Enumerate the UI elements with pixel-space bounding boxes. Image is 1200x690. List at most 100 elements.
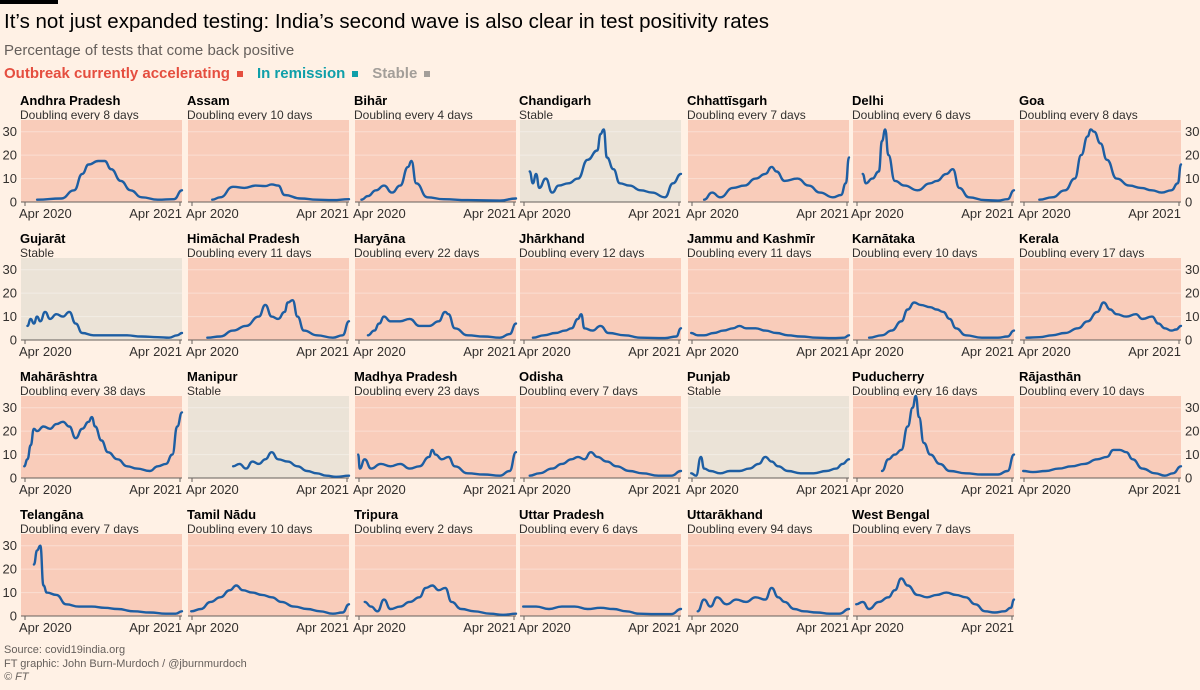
- panel-background: [355, 534, 516, 616]
- x-tick-label: Apr 2021: [961, 206, 1014, 221]
- y-tick-label: 0: [10, 609, 17, 624]
- positivity-line: [231, 451, 351, 478]
- panel-background: [520, 396, 681, 478]
- panel-background: [520, 120, 681, 202]
- credit-note: FT graphic: John Burn-Murdoch / @jburnmu…: [4, 657, 247, 670]
- x-tick-label: Apr 2021: [961, 620, 1014, 635]
- positivity-line: [702, 156, 851, 201]
- positivity-line: [35, 159, 184, 201]
- y-tick-label: 30: [3, 262, 17, 277]
- y-tick-label: 0: [1185, 195, 1192, 210]
- panel-background: [1020, 396, 1181, 478]
- panel-subtitle: Doubling every 6 days: [852, 108, 971, 122]
- panel-subtitle: Doubling every 7 days: [852, 522, 971, 536]
- panel-subtitle: Doubling every 6 days: [519, 522, 638, 536]
- x-tick-label: Apr 2020: [19, 620, 72, 635]
- y-tick-label: 20: [3, 562, 17, 577]
- x-tick-label: Apr 2021: [463, 482, 516, 497]
- panel-subtitle: Doubling every 7 days: [20, 522, 139, 536]
- x-tick-label: Apr 2020: [686, 620, 739, 635]
- positivity-line: [26, 310, 184, 339]
- panel-subtitle: Doubling every 11 days: [187, 246, 312, 260]
- x-tick-label: Apr 2020: [186, 620, 239, 635]
- positivity-line: [363, 584, 518, 616]
- panel-background: [1020, 120, 1181, 202]
- y-tick-label: 20: [3, 424, 17, 439]
- legend-item-remission: In remission: [257, 65, 359, 82]
- positivity-line: [528, 128, 683, 199]
- copyright-note: © FT: [4, 671, 29, 683]
- y-tick-label: 10: [3, 171, 17, 186]
- footer: Source: covid19india.org FT graphic: Joh…: [4, 644, 247, 685]
- panel-subtitle: Doubling every 10 days: [852, 246, 977, 260]
- panel-title: Delhi: [852, 93, 884, 108]
- positivity-line: [357, 448, 518, 477]
- legend-swatch-accelerating: [236, 70, 243, 77]
- positivity-line: [32, 544, 184, 615]
- panel-subtitle: Doubling every 17 days: [1019, 246, 1144, 260]
- panel-background: [853, 396, 1014, 478]
- positivity-line: [531, 313, 683, 340]
- positivity-line: [690, 455, 851, 477]
- panel-background: [853, 534, 1014, 616]
- x-tick-label: Apr 2021: [296, 206, 349, 221]
- panel-title: Kerala: [1019, 231, 1060, 246]
- y-tick-label: 30: [3, 124, 17, 139]
- panel-background: [355, 396, 516, 478]
- panel-title: Himāchal Pradesh: [187, 231, 300, 246]
- x-tick-label: Apr 2021: [129, 482, 182, 497]
- chart-subtitle: Percentage of tests that come back posit…: [4, 42, 295, 59]
- panel-title: West Bengal: [852, 507, 930, 522]
- panel-subtitle: Doubling every 10 days: [1019, 384, 1144, 398]
- y-tick-label: 10: [1185, 447, 1199, 462]
- y-tick-label: 20: [3, 286, 17, 301]
- positivity-line: [522, 605, 683, 616]
- panel-title: Puducherry: [852, 369, 925, 384]
- x-tick-label: Apr 2020: [851, 482, 904, 497]
- positivity-line: [690, 324, 851, 340]
- x-tick-label: Apr 2020: [686, 482, 739, 497]
- panel-subtitle: Doubling every 7 days: [519, 384, 638, 398]
- panel-subtitle: Doubling every 94 days: [687, 522, 812, 536]
- legend-swatch-remission: [352, 70, 359, 77]
- panel-title: Goa: [1019, 93, 1045, 108]
- panel-subtitle: Stable: [519, 108, 553, 122]
- legend: Outbreak currently accelerating In remis…: [4, 65, 444, 82]
- x-tick-label: Apr 2020: [851, 344, 904, 359]
- x-tick-label: Apr 2021: [463, 344, 516, 359]
- legend-swatch-stable: [424, 70, 431, 77]
- positivity-line: [206, 299, 351, 339]
- x-tick-label: Apr 2020: [186, 344, 239, 359]
- x-tick-label: Apr 2021: [296, 620, 349, 635]
- panel-background: [853, 120, 1014, 202]
- positivity-line: [211, 183, 351, 202]
- y-tick-label: 10: [1185, 309, 1199, 324]
- panel-background: [21, 258, 182, 340]
- x-tick-label: Apr 2020: [353, 482, 406, 497]
- x-tick-label: Apr 2021: [961, 482, 1014, 497]
- y-tick-label: 30: [1185, 124, 1199, 139]
- panel-title: Jhārkhand: [519, 231, 585, 246]
- y-tick-label: 0: [10, 333, 17, 348]
- y-tick-label: 10: [3, 585, 17, 600]
- x-tick-label: Apr 2021: [628, 206, 681, 221]
- positivity-line: [528, 451, 683, 477]
- panel-subtitle: Stable: [687, 384, 721, 398]
- panel-title: Madhya Pradesh: [354, 369, 457, 384]
- x-tick-label: Apr 2021: [1128, 482, 1181, 497]
